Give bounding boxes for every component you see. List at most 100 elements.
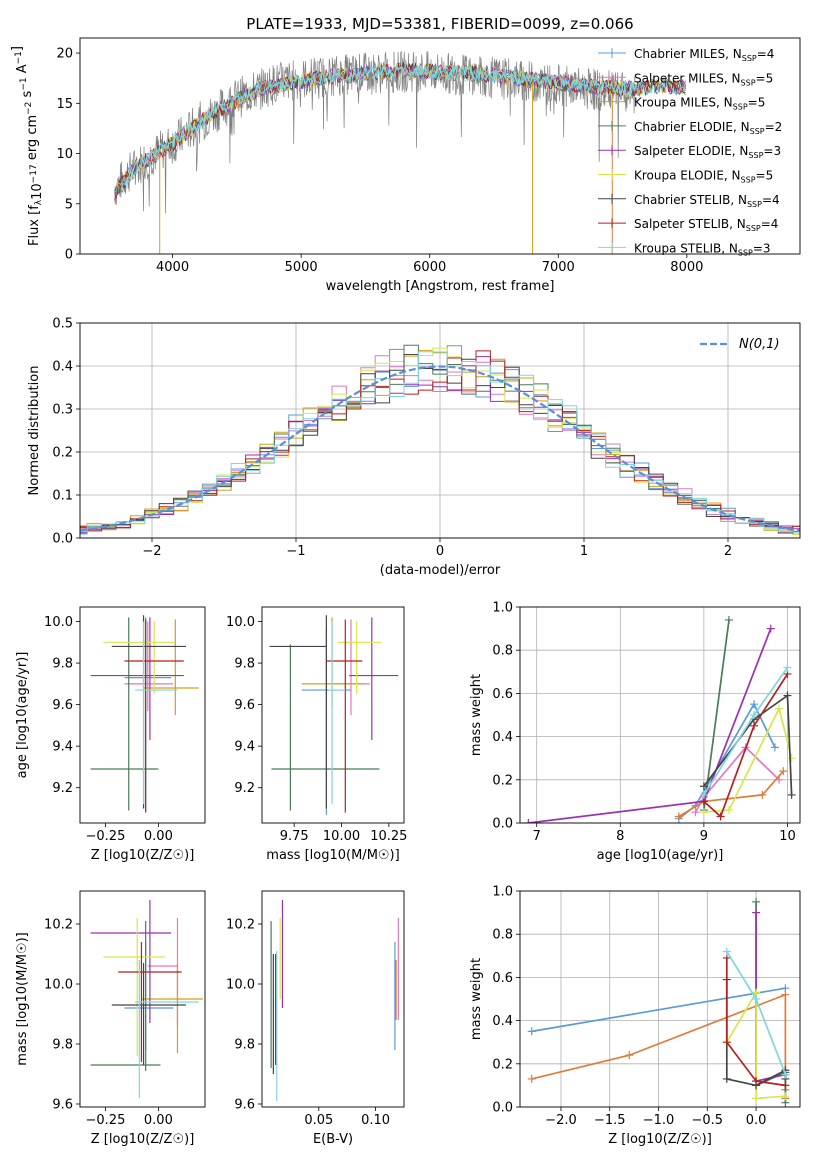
axes-frame [519, 606, 801, 824]
tick-label-x: 1 [580, 544, 588, 559]
legend-count: =3 [753, 241, 771, 255]
tick-label-y: 9.8 [234, 1038, 255, 1053]
tick-label-x: 7 [533, 829, 541, 844]
y-axis-label: Flux [fλ10−17 erg cm−2 s−1 A−1] [10, 46, 45, 246]
y-axis-label-part: A [15, 64, 30, 77]
tick-label-y: 9.6 [52, 1098, 73, 1113]
y-axis-label-part: −1 [14, 51, 24, 64]
weight-marker [758, 790, 767, 799]
tick-label-y: 0.4 [492, 730, 513, 745]
tick-label-y: 9.6 [52, 698, 73, 713]
weight-marker [770, 743, 779, 752]
panel-weight-vs-Z: −2.0 −1.5 −1.0 −0.5 0.0 0.0 0.2 0.4 0.6 0.8 1.0 Z [… [469, 885, 801, 1147]
weight-line [528, 628, 772, 823]
tick-label-x: −0.25 [86, 829, 126, 844]
tick-label-y: 0.0 [492, 817, 513, 832]
weight-line [531, 987, 786, 1033]
y-axis-label-part: λ [34, 199, 44, 205]
weight-line [703, 673, 789, 818]
tick-label-y: 0.3 [52, 403, 73, 418]
legend-label: Kroupa STELIB, NSSP=3 [634, 241, 771, 257]
y-axis-label: mass [log10(M/M☉)] [15, 932, 30, 1065]
legend-label: Kroupa ELODIE, NSSP=5 [634, 169, 773, 185]
legend-label: Kroupa MILES, NSSP=5 [634, 96, 765, 112]
x-axis-label: wavelength [Angstrom, rest frame] [326, 279, 555, 294]
figure-title: PLATE=1933, MJD=53381, FIBERID=0099, z=0… [246, 15, 633, 33]
weight-line [678, 770, 784, 818]
tick-label-x: −0.25 [86, 1113, 126, 1128]
tick-label-y: 9.2 [52, 781, 73, 796]
tick-label-x: 0.05 [304, 1113, 333, 1128]
tick-label-y: 10 [56, 147, 73, 162]
x-axis-label: mass [log10(M/M☉)] [266, 848, 399, 863]
legend-model: Kroupa ELODIE, N [634, 169, 741, 183]
y-axis-label-part: ] [10, 46, 25, 51]
y-axis-label-part: −17 [29, 164, 39, 183]
weight-marker [625, 1051, 634, 1060]
tick-label-x: −2 [142, 544, 161, 559]
axes-frame [79, 606, 206, 824]
axes-frame [79, 37, 801, 255]
weight-marker [691, 808, 700, 817]
weight-marker [787, 754, 796, 763]
weight-marker [752, 995, 761, 1003]
axes-frame [519, 890, 801, 1108]
weight-marker [783, 663, 792, 672]
tick-label-y: 10.0 [44, 978, 73, 993]
y-axis-label: mass weight [469, 674, 484, 756]
weight-marker [722, 947, 731, 956]
tick-label-x: 10 [779, 829, 796, 844]
tick-label-x: 4000 [156, 260, 189, 275]
tick-label-y: 0.2 [492, 1057, 513, 1072]
x-axis-label: Z [log10(Z/Z☉)] [91, 1132, 195, 1147]
panel-residuals: −2 −1 0 1 2 0.0 0.1 0.2 0.3 0.4 0.5 (data-model)/er… [27, 317, 801, 578]
y-axis-label-part: −1 [19, 77, 29, 90]
tick-label-x: 0 [436, 544, 444, 559]
y-axis-label-part: erg cm [25, 115, 40, 164]
tick-label-y: 0.5 [52, 317, 73, 332]
tick-label-y: 10.0 [44, 615, 73, 630]
tick-label-x: 10.00 [323, 829, 360, 844]
legend-sub: SSP [748, 151, 763, 160]
tick-label-y: 10.2 [44, 918, 73, 933]
weight-marker [724, 615, 733, 624]
tick-label-y: 9.4 [234, 740, 255, 755]
legend-label: Chabrier STELIB, NSSP=4 [634, 193, 780, 209]
weight-marker [699, 790, 708, 799]
tick-label-x: 8 [616, 829, 624, 844]
legend-count: =5 [756, 71, 774, 85]
tick-label-x: 8000 [670, 260, 703, 275]
tick-label-y: 0.6 [492, 687, 513, 702]
weight-marker [722, 1038, 731, 1047]
legend-model: Kroupa MILES, N [634, 96, 733, 110]
panel-mass-vs-Z: −0.25 0.00 9.6 9.8 10.0 10.2 Z [log10(Z/Z☉)] ma… [15, 890, 206, 1147]
tick-label-x: −1 [286, 544, 305, 559]
legend-count: =4 [757, 47, 775, 61]
tick-label-x: 9 [700, 829, 708, 844]
legend-model: Kroupa STELIB, N [634, 241, 738, 255]
panel-age-vs-mass: 9.75 10.00 10.25 9.2 9.4 9.6 9.8 10.0 mass [log1… [226, 606, 407, 863]
legend-model: Salpeter STELIB, N [634, 217, 746, 231]
tick-label-x: 0.00 [144, 1113, 173, 1128]
weight-marker [783, 691, 792, 700]
weight-marker [524, 819, 533, 823]
tick-label-x: 10.25 [370, 829, 407, 844]
weight-marker [750, 721, 759, 730]
weight-marker [752, 897, 761, 906]
axes-frame [79, 322, 801, 539]
legend-label: Salpeter ELODIE, NSSP=3 [634, 144, 781, 160]
weight-marker [779, 767, 788, 776]
legend-sub: SSP [738, 248, 753, 257]
tick-label-y: 0 [65, 248, 73, 263]
weight-line [725, 958, 786, 1087]
legend-count: =4 [761, 217, 779, 231]
panel-mass-vs-EBV: 0.05 0.10 9.6 9.8 10.0 10.2 E(B-V) [226, 890, 405, 1147]
weight-marker [722, 1074, 731, 1083]
tick-label-x: 2 [724, 544, 732, 559]
weight-marker [781, 990, 790, 999]
tick-label-y: 0.0 [492, 1101, 513, 1116]
legend-model: Salpeter ELODIE, N [634, 144, 748, 158]
weight-marker [775, 704, 784, 713]
